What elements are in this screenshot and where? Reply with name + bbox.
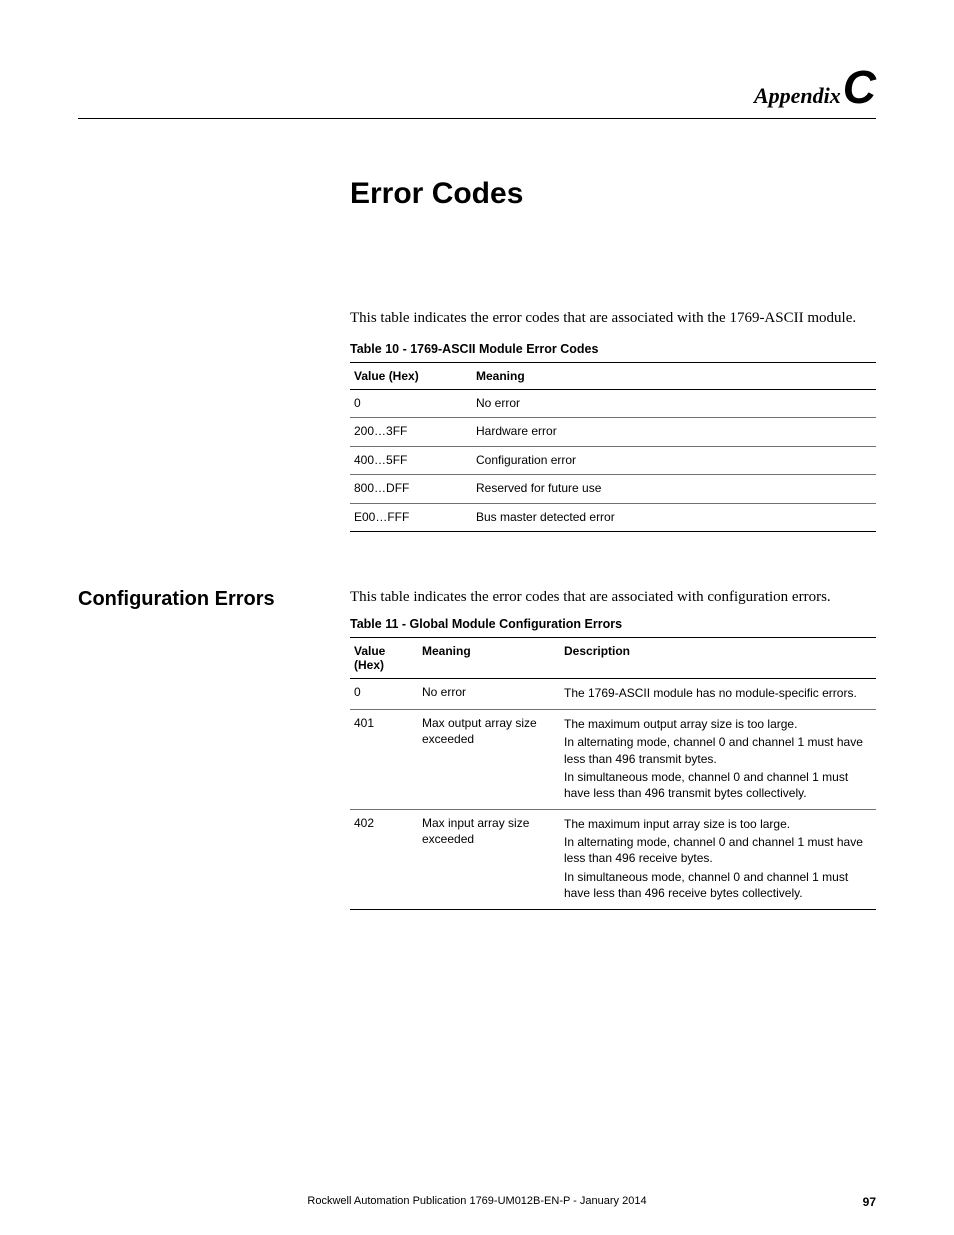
section-intro: This table indicates the error codes tha… xyxy=(350,586,876,609)
cell: Max output array size exceeded xyxy=(418,710,560,810)
appendix-label: Appendix xyxy=(754,83,841,108)
table-11-title: Table 11 - Global Module Configuration E… xyxy=(350,617,876,631)
table-10: Value (Hex) Meaning 0 No error 200…3FF H… xyxy=(350,362,876,533)
table-header: Meaning xyxy=(472,362,876,389)
cell: E00…FFF xyxy=(350,503,472,532)
cell: 0 xyxy=(350,678,418,709)
table-row: 0 No error The 1769-ASCII module has no … xyxy=(350,678,876,709)
footer-publication: Rockwell Automation Publication 1769-UM0… xyxy=(307,1195,646,1207)
section-heading-configuration-errors: Configuration Errors xyxy=(78,586,350,611)
table-row: 400…5FF Configuration error xyxy=(350,446,876,475)
table-row: 402 Max input array size exceeded The ma… xyxy=(350,810,876,910)
table-10-title: Table 10 - 1769-ASCII Module Error Codes xyxy=(350,342,876,356)
intro-paragraph: This table indicates the error codes tha… xyxy=(350,307,876,330)
page-footer: Rockwell Automation Publication 1769-UM0… xyxy=(0,1195,954,1207)
table-header: Meaning xyxy=(418,637,560,678)
cell: 0 xyxy=(350,389,472,418)
appendix-header: AppendixC xyxy=(78,60,876,119)
cell: The maximum output array size is too lar… xyxy=(560,710,876,810)
cell: 400…5FF xyxy=(350,446,472,475)
cell: Bus master detected error xyxy=(472,503,876,532)
cell: Max input array size exceeded xyxy=(418,810,560,910)
footer-page-number: 97 xyxy=(863,1195,876,1209)
table-header: Value (Hex) xyxy=(350,637,418,678)
table-row: 200…3FF Hardware error xyxy=(350,418,876,447)
cell: Configuration error xyxy=(472,446,876,475)
table-row: E00…FFF Bus master detected error xyxy=(350,503,876,532)
cell: No error xyxy=(418,678,560,709)
cell: 401 xyxy=(350,710,418,810)
cell: The 1769-ASCII module has no module-spec… xyxy=(560,678,876,709)
table-11: Value (Hex) Meaning Description 0 No err… xyxy=(350,637,876,910)
appendix-letter: C xyxy=(843,61,876,113)
table-header: Description xyxy=(560,637,876,678)
cell: No error xyxy=(472,389,876,418)
cell: Reserved for future use xyxy=(472,475,876,504)
table-header: Value (Hex) xyxy=(350,362,472,389)
cell: Hardware error xyxy=(472,418,876,447)
cell: 800…DFF xyxy=(350,475,472,504)
cell: 200…3FF xyxy=(350,418,472,447)
cell: 402 xyxy=(350,810,418,910)
table-row: 800…DFF Reserved for future use xyxy=(350,475,876,504)
cell: The maximum input array size is too larg… xyxy=(560,810,876,910)
page-title: Error Codes xyxy=(350,177,876,211)
table-row: 0 No error xyxy=(350,389,876,418)
table-row: 401 Max output array size exceeded The m… xyxy=(350,710,876,810)
